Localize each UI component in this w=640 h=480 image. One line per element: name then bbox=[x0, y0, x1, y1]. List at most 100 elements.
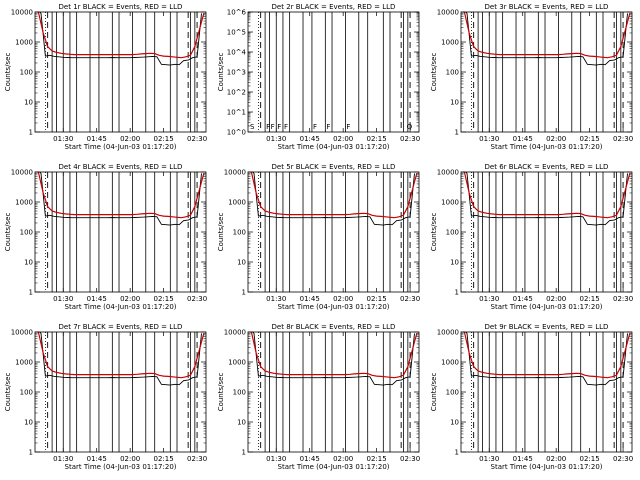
y-tick-label: 10 bbox=[24, 259, 33, 267]
x-tick-label: 01:45 bbox=[513, 455, 533, 463]
y-tick-label: 10^2 bbox=[227, 89, 246, 97]
x-tick-label: 02:00 bbox=[120, 295, 140, 303]
y-tick-label: 10 bbox=[450, 99, 459, 107]
y-tick-label: 100 bbox=[233, 229, 246, 237]
detector-panel: 1 10 100 1000 10000 01:30 01:45 02:00 02:15 02:30… bbox=[4, 3, 207, 151]
plot-area bbox=[463, 332, 631, 452]
plot-area bbox=[37, 12, 205, 132]
lld-series-line bbox=[463, 332, 631, 379]
x-tick-label: 02:00 bbox=[546, 295, 566, 303]
plot-area bbox=[463, 172, 631, 292]
x-tick-label: 02:30 bbox=[400, 295, 420, 303]
x-tick-label: 01:30 bbox=[479, 295, 499, 303]
plot-frame bbox=[34, 171, 207, 293]
x-tick-label: 02:30 bbox=[613, 295, 633, 303]
y-tick-label: 10^0 bbox=[227, 129, 246, 137]
panel-title: Det 1r BLACK = Events, RED = LLD bbox=[59, 3, 183, 11]
y-tick-label: 1000 bbox=[15, 39, 33, 47]
detector-panel: 1 10 100 1000 10000 01:30 01:45 02:00 02:15 02:30… bbox=[4, 323, 207, 471]
y-tick-label: 100 bbox=[20, 229, 33, 237]
y-tick-label: 10 bbox=[237, 259, 246, 267]
x-tick-label: 02:30 bbox=[400, 135, 420, 143]
detector-panel: 1 10 100 1000 10000 01:30 01:45 02:00 02:15 02:30… bbox=[430, 323, 633, 471]
y-tick-label: 10^4 bbox=[227, 49, 247, 57]
x-tick-label: 02:00 bbox=[333, 135, 353, 143]
y-tick-label: 1000 bbox=[441, 359, 459, 367]
x-tick-label: 02:30 bbox=[187, 455, 207, 463]
y-tick-label: 1000 bbox=[15, 359, 33, 367]
x-tick-label: 01:30 bbox=[53, 295, 73, 303]
x-tick-label: 02:30 bbox=[187, 135, 207, 143]
x-tick-label: 01:30 bbox=[479, 135, 499, 143]
y-axis-label: Counts/sec bbox=[430, 373, 438, 412]
y-tick-label: 10^1 bbox=[227, 109, 246, 117]
plot-frame bbox=[247, 331, 420, 453]
detector-panel: 1 10 100 1000 10000 01:30 01:45 02:00 02:15 02:30… bbox=[217, 163, 420, 311]
y-axis-label: Counts/sec bbox=[430, 53, 438, 92]
x-tick-label: 02:30 bbox=[613, 135, 633, 143]
x-tick-label: 02:00 bbox=[333, 295, 353, 303]
lld-series-line bbox=[463, 12, 631, 59]
x-axis-label: Start Time (04-Jun-03 01:17:20) bbox=[278, 143, 390, 151]
lld-series-line bbox=[37, 12, 205, 59]
x-axis-label: Start Time (04-Jun-03 01:17:20) bbox=[65, 303, 177, 311]
x-axis-label: Start Time (04-Jun-03 01:17:20) bbox=[278, 303, 390, 311]
y-tick-label: 1 bbox=[455, 449, 459, 457]
y-tick-label: 10000 bbox=[11, 169, 33, 177]
x-tick-label: 02:00 bbox=[120, 135, 140, 143]
y-tick-label: 10000 bbox=[11, 9, 33, 17]
y-tick-label: 1000 bbox=[228, 359, 246, 367]
y-axis-label: Counts/sec bbox=[430, 213, 438, 252]
detector-panel: 1 10 100 1000 10000 01:30 01:45 02:00 02:15 02:30… bbox=[430, 163, 633, 311]
y-tick-label: 100 bbox=[233, 389, 246, 397]
y-tick-label: 10 bbox=[450, 419, 459, 427]
y-tick-label: 1 bbox=[29, 449, 33, 457]
y-tick-label: 1000 bbox=[15, 199, 33, 207]
plot-frame bbox=[247, 171, 420, 293]
x-tick-label: 01:45 bbox=[87, 455, 107, 463]
x-tick-label: 02:00 bbox=[333, 455, 353, 463]
y-axis-label: Counts/sec bbox=[217, 53, 225, 92]
flag-label: F bbox=[346, 123, 350, 131]
x-tick-label: 02:15 bbox=[580, 295, 600, 303]
panel-title: Det 8r BLACK = Events, RED = LLD bbox=[272, 323, 396, 331]
plot-area bbox=[250, 332, 418, 452]
events-series-line bbox=[465, 12, 628, 66]
events-series-line bbox=[39, 172, 202, 226]
y-axis-label: Counts/sec bbox=[4, 213, 12, 252]
x-tick-label: 01:45 bbox=[300, 135, 320, 143]
x-tick-label: 02:30 bbox=[400, 455, 420, 463]
lld-series-line bbox=[37, 332, 205, 379]
y-tick-label: 100 bbox=[446, 389, 459, 397]
detector-panel: 1 10 100 1000 10000 01:30 01:45 02:00 02:15 02:30… bbox=[430, 3, 633, 151]
y-tick-label: 10^3 bbox=[227, 69, 246, 77]
y-tick-label: 1 bbox=[29, 129, 33, 137]
y-axis-label: Counts/sec bbox=[4, 373, 12, 412]
x-tick-label: 02:15 bbox=[154, 295, 174, 303]
lld-series-line bbox=[463, 172, 631, 219]
y-axis-label: Counts/sec bbox=[4, 53, 12, 92]
x-axis-label: Start Time (04-Jun-03 01:17:20) bbox=[491, 143, 603, 151]
panel-title: Det 2r BLACK = Events, RED = LLD bbox=[272, 3, 396, 11]
plot-area bbox=[250, 172, 418, 292]
y-tick-label: 100 bbox=[20, 389, 33, 397]
events-series-line bbox=[465, 332, 628, 386]
plot-frame bbox=[460, 171, 633, 293]
flag-label: F bbox=[266, 123, 270, 131]
y-tick-label: 10000 bbox=[437, 329, 459, 337]
y-tick-label: 1 bbox=[455, 289, 459, 297]
events-series-line bbox=[465, 172, 628, 226]
detector-panel: 1 10 100 1000 10000 01:30 01:45 02:00 02:15 02:30… bbox=[4, 163, 207, 311]
y-axis-label: Counts/sec bbox=[217, 213, 225, 252]
flag-label: Q bbox=[407, 123, 413, 131]
panel-title: Det 6r BLACK = Events, RED = LLD bbox=[485, 163, 609, 171]
x-tick-label: 01:45 bbox=[300, 455, 320, 463]
flag-label: F bbox=[313, 123, 317, 131]
x-tick-label: 01:30 bbox=[266, 295, 286, 303]
x-tick-label: 02:15 bbox=[580, 135, 600, 143]
x-axis-label: Start Time (04-Jun-03 01:17:20) bbox=[65, 463, 177, 471]
plot-frame bbox=[460, 11, 633, 133]
x-tick-label: 01:30 bbox=[53, 135, 73, 143]
x-tick-label: 01:45 bbox=[513, 135, 533, 143]
